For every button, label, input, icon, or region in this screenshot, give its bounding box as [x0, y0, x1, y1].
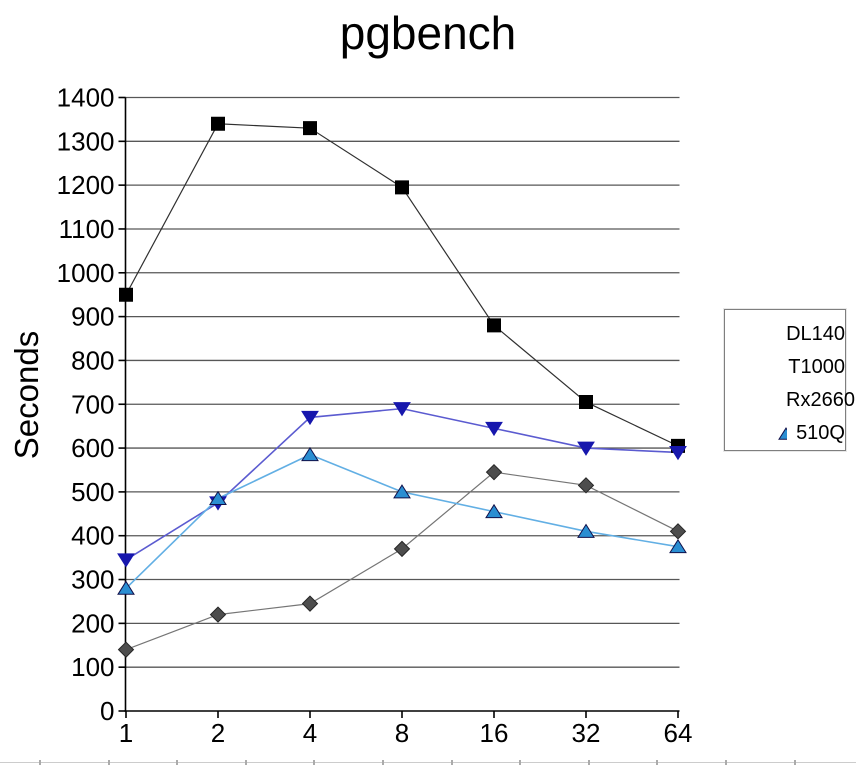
y-tick-label: 900: [71, 302, 114, 332]
cell-border-tick: [176, 760, 179, 765]
legend-item-dl140: DL140: [765, 318, 845, 351]
data-point-DL140-16: [487, 318, 501, 333]
data-point-510Q-64: [669, 538, 687, 554]
x-tick-label: 2: [211, 718, 225, 748]
data-point-Rx2660-32: [577, 441, 595, 456]
legend-label: 510Q: [796, 422, 845, 444]
y-tick-label: 100: [71, 652, 114, 682]
data-point-510Q-8: [393, 484, 411, 499]
legend-label: Rx2660: [786, 389, 855, 411]
legend-label: DL140: [786, 323, 845, 345]
data-point-DL140-8: [395, 180, 409, 195]
data-point-T1000-1: [117, 641, 135, 658]
data-point-T1000-8: [393, 540, 411, 558]
x-tick-label: 4: [303, 718, 317, 748]
data-point-Rx2660-8: [393, 402, 411, 417]
y-tick-label: 1400: [57, 83, 115, 113]
y-tick-label: 1200: [57, 170, 115, 200]
diamond-icon: [777, 359, 779, 377]
cell-border-tick: [793, 760, 796, 765]
y-tick-label: 400: [71, 521, 114, 551]
data-point-Rx2660-4: [301, 410, 319, 426]
data-point-T1000-64: [669, 523, 687, 540]
cell-border-tick: [519, 760, 522, 765]
data-point-DL140-2: [211, 116, 225, 131]
cell-border-tick: [313, 760, 316, 765]
y-tick-label: 1300: [57, 126, 115, 156]
legend-item-rx2660: Rx2660: [765, 384, 855, 417]
x-tick-label: 32: [572, 718, 601, 748]
x-tick-label: 1: [119, 718, 133, 748]
y-tick-label: 700: [71, 389, 114, 419]
legend-label: T1000: [788, 356, 845, 378]
legend-item-t1000: T1000: [765, 351, 845, 384]
triangle-up-icon: [778, 426, 788, 440]
cell-border-tick: [450, 760, 453, 765]
cell-border-tick: [587, 760, 590, 765]
data-point-Rx2660-1: [117, 553, 135, 568]
data-point-DL140-1: [119, 287, 133, 302]
data-point-T1000-2: [209, 606, 227, 623]
y-tick-label: 200: [71, 608, 114, 638]
data-point-510Q-4: [301, 446, 319, 462]
data-point-Rx2660-16: [485, 421, 503, 437]
cell-border-tick: [39, 760, 41, 765]
data-point-DL140-32: [579, 395, 593, 410]
x-tick-label: 16: [480, 718, 509, 748]
y-tick-label: 300: [71, 565, 114, 595]
x-tick-label: 8: [395, 718, 409, 748]
data-point-T1000-32: [577, 477, 595, 494]
spreadsheet-cell-border-strip: [0, 760, 856, 768]
data-point-T1000-4: [301, 595, 319, 612]
y-tick-label: 600: [71, 433, 114, 463]
cell-border-tick: [244, 760, 247, 765]
data-point-510Q-2: [209, 490, 227, 505]
data-point-Rx2660-64: [669, 445, 687, 461]
x-tick-label: 64: [664, 718, 693, 748]
cell-border-tick: [382, 760, 384, 765]
cell-border-tick: [107, 760, 110, 765]
y-tick-label: 1000: [57, 258, 115, 288]
y-tick-label: 500: [71, 477, 114, 507]
cell-border-tick: [656, 760, 659, 765]
data-point-510Q-16: [485, 503, 503, 519]
y-tick-label: 1100: [59, 214, 115, 244]
series-line-510Q: [125, 453, 679, 589]
data-point-510Q-1: [117, 580, 135, 595]
y-tick-label: 800: [71, 345, 114, 375]
data-point-DL140-4: [303, 121, 317, 136]
legend: DL140 T1000 Rx2660 510Q: [724, 309, 855, 451]
y-tick-label: 0: [100, 696, 114, 726]
legend-item-510q: 510Q: [765, 417, 845, 450]
series-line-DL140: [125, 123, 679, 447]
cell-border-tick: [725, 760, 727, 765]
data-point-T1000-16: [485, 463, 503, 481]
chart-title: pgbench: [339, 7, 517, 59]
data-point-510Q-32: [577, 523, 595, 538]
